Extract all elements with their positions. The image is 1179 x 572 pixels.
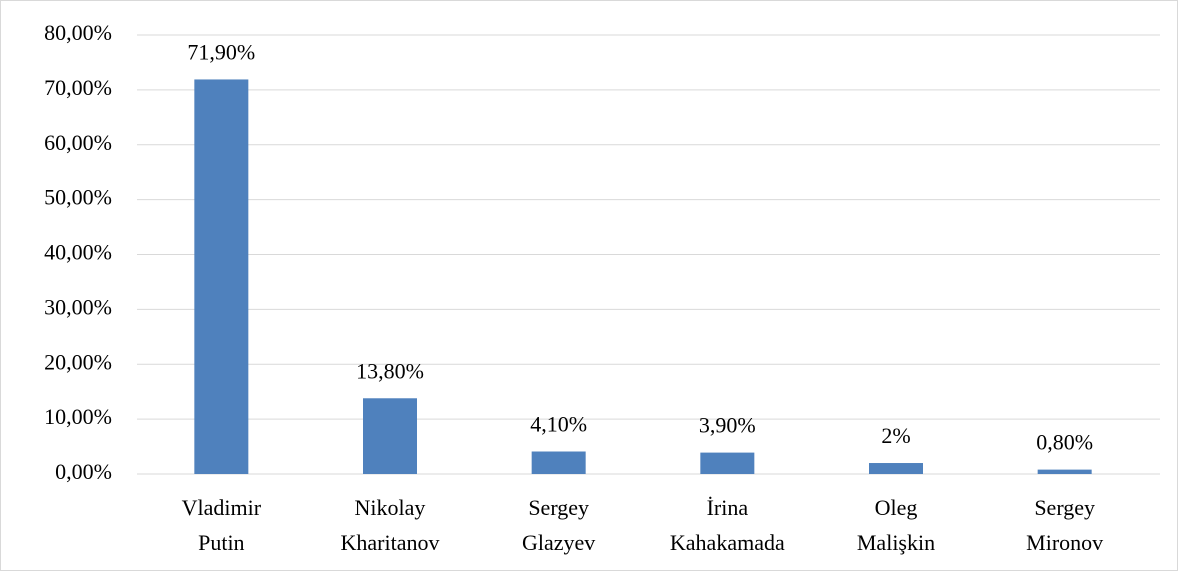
x-tick-label: Sergey Glazyev <box>522 495 595 555</box>
y-tick-label: 30,00% <box>44 294 112 319</box>
bar <box>363 398 417 474</box>
y-tick-label: 60,00% <box>44 130 112 155</box>
x-tick-label: Vladimir Putin <box>182 495 262 555</box>
y-tick-label: 40,00% <box>44 240 112 265</box>
data-label: 4,10% <box>530 412 587 437</box>
data-label: 0,80% <box>1036 430 1093 455</box>
data-label: 13,80% <box>356 358 424 383</box>
y-tick-label: 20,00% <box>44 349 112 374</box>
y-tick-label: 10,00% <box>44 404 112 429</box>
y-tick-label: 0,00% <box>55 459 112 484</box>
bar <box>1037 469 1092 474</box>
data-label: 71,90% <box>187 39 255 64</box>
x-tick-label: Nikolay Kharitanov <box>341 495 440 555</box>
bar <box>869 463 923 474</box>
x-tick-label: Oleg Malişkin <box>857 495 935 555</box>
data-label: 2% <box>881 423 910 448</box>
bar <box>700 452 755 474</box>
bar <box>194 79 249 474</box>
y-tick-label: 50,00% <box>44 185 112 210</box>
y-tick-label: 80,00% <box>44 20 112 45</box>
x-tick-label: İrina Kahakamada <box>670 495 785 555</box>
x-tick-label: Sergey Mironov <box>1026 495 1103 555</box>
y-tick-label: 70,00% <box>44 75 112 100</box>
bar <box>531 451 586 474</box>
data-label: 3,90% <box>699 413 756 438</box>
